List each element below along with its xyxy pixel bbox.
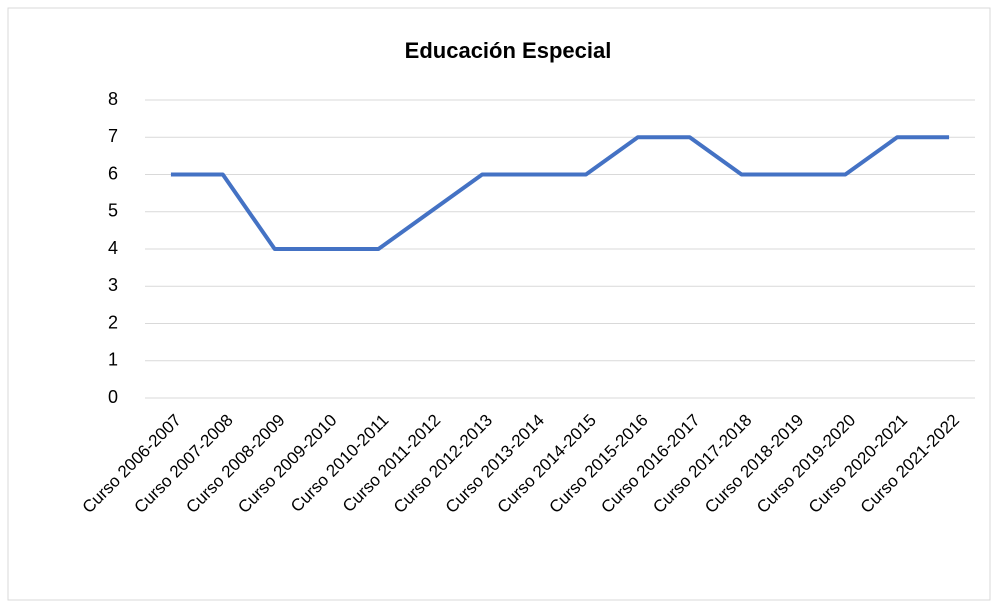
y-tick-label: 4 bbox=[108, 238, 118, 258]
y-tick-label: 5 bbox=[108, 201, 118, 221]
chart-frame bbox=[7, 7, 991, 601]
chart-title: Educación Especial bbox=[405, 38, 612, 63]
data-line bbox=[170, 135, 950, 251]
y-tick-label: 2 bbox=[108, 312, 118, 332]
y-tick-label: 1 bbox=[108, 350, 118, 370]
y-tick-label: 8 bbox=[108, 89, 118, 109]
y-tick-label: 6 bbox=[108, 163, 118, 183]
y-tick-label: 3 bbox=[108, 275, 118, 295]
y-tick-label: 7 bbox=[108, 126, 118, 146]
y-tick-label: 0 bbox=[108, 387, 118, 407]
